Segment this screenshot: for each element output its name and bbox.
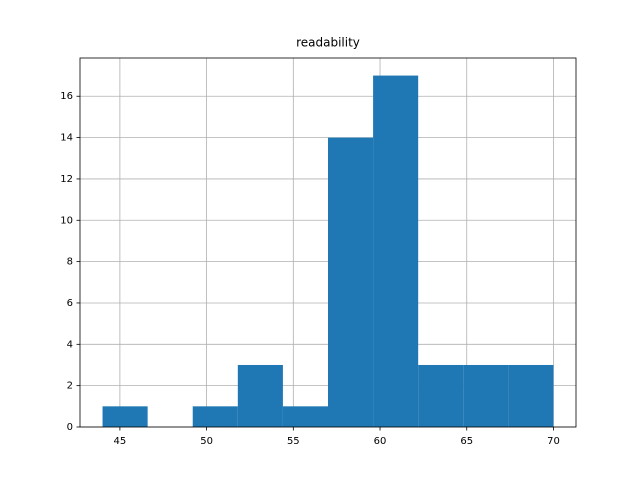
- bar: [192, 406, 238, 427]
- y-tick-label: 0: [67, 422, 73, 433]
- y-tick-label: 12: [60, 174, 73, 185]
- x-tick-label: 50: [200, 436, 213, 447]
- y-tick-label: 8: [67, 257, 73, 268]
- y-tick-label: 10: [60, 215, 73, 226]
- chart-title: readability: [296, 36, 360, 50]
- y-tick-label: 16: [60, 91, 73, 102]
- y-tick-label: 14: [60, 133, 73, 144]
- y-tick-label: 4: [67, 339, 73, 350]
- bar: [282, 406, 328, 427]
- bar: [463, 364, 509, 427]
- y-tick-label: 6: [67, 298, 73, 309]
- x-tick-label: 70: [547, 436, 560, 447]
- x-tick-label: 55: [287, 436, 300, 447]
- bar: [418, 364, 464, 427]
- bar: [237, 364, 283, 427]
- x-tick-label: 60: [374, 436, 387, 447]
- bar: [102, 406, 148, 427]
- bar: [508, 364, 554, 427]
- plot-frame: [79, 57, 577, 428]
- bar: [373, 75, 419, 428]
- x-tick-label: 45: [114, 436, 127, 447]
- y-tick-label: 2: [67, 381, 73, 392]
- x-tick-label: 65: [460, 436, 473, 447]
- bar: [328, 137, 374, 427]
